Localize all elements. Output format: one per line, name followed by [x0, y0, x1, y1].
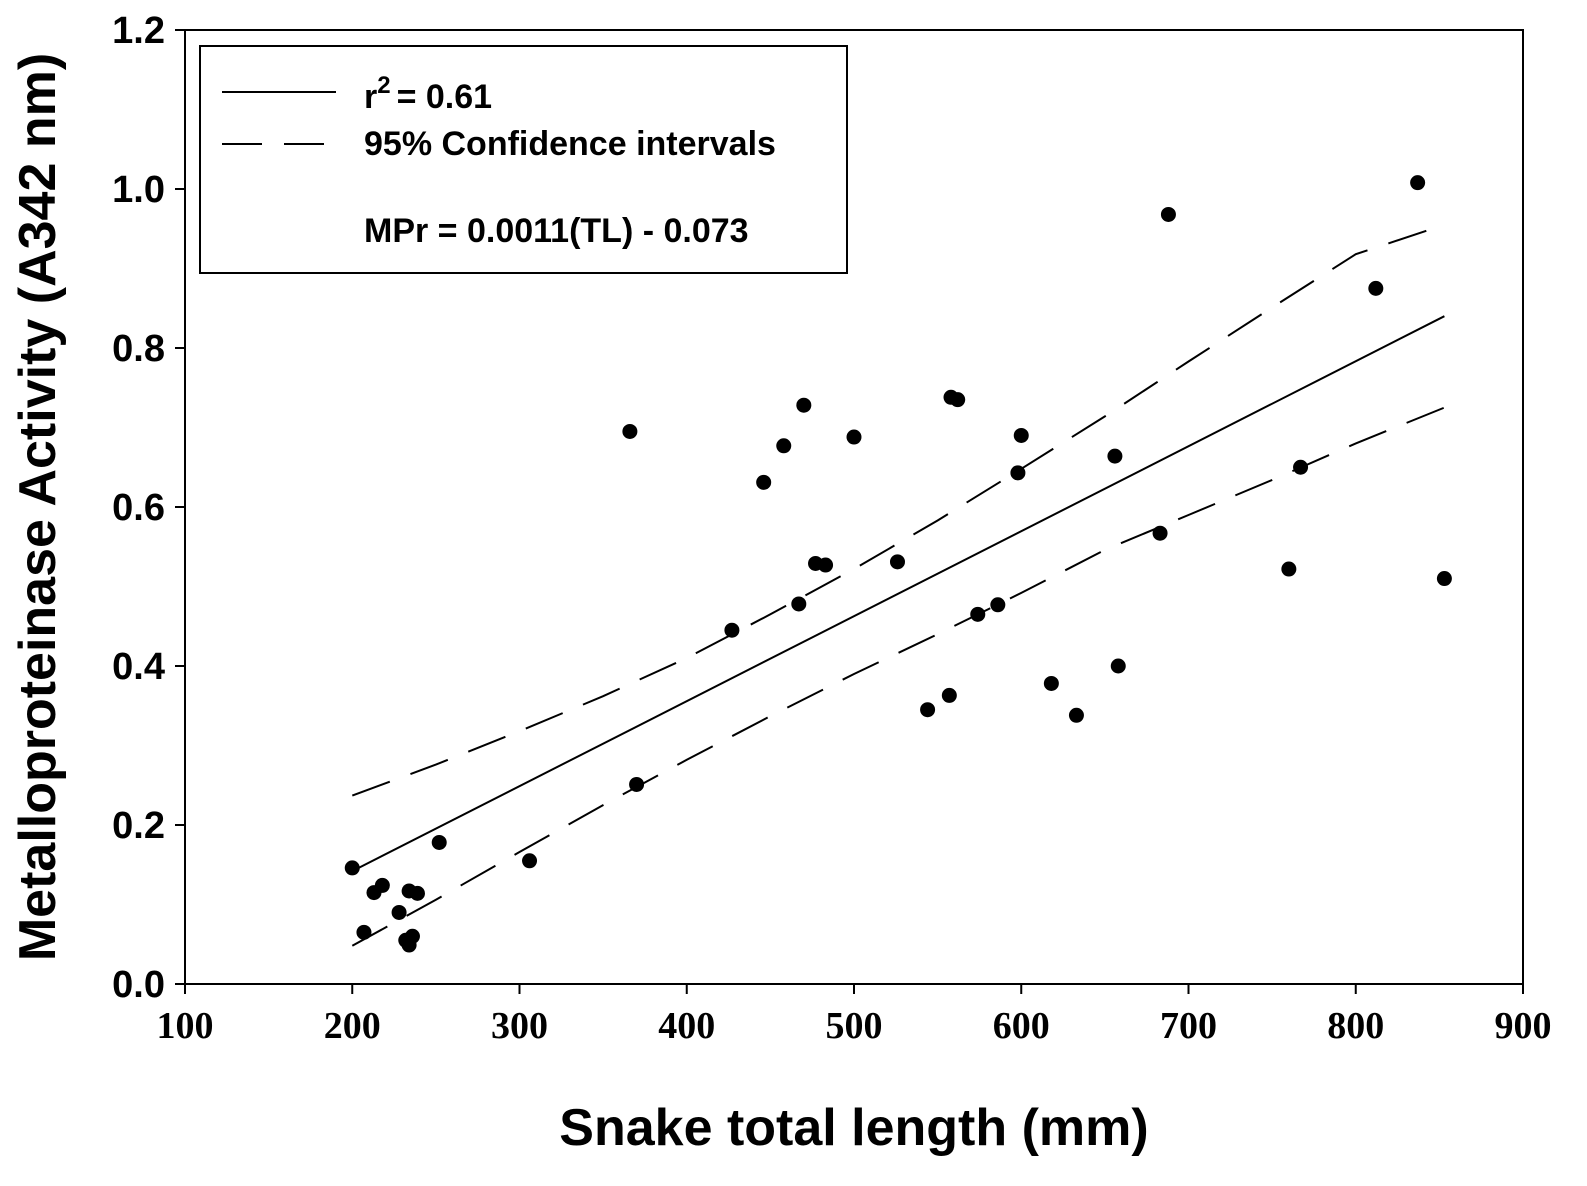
- y-tick-label: 0.0: [112, 964, 165, 1006]
- data-point: [1107, 448, 1123, 464]
- lower-confidence-line: [351, 406, 1445, 947]
- data-points: [344, 175, 1452, 953]
- data-point: [1410, 175, 1426, 191]
- data-point: [846, 429, 862, 445]
- data-point: [1152, 525, 1168, 541]
- data-point: [404, 928, 420, 944]
- legend-ci-label: 95% Confidence intervals: [364, 125, 776, 163]
- y-tick-label: 0.2: [112, 805, 165, 847]
- data-point: [1013, 427, 1029, 443]
- data-point: [920, 702, 936, 718]
- y-tick-label: 0.8: [112, 328, 165, 370]
- data-point: [1010, 465, 1026, 481]
- data-point: [409, 885, 425, 901]
- x-tick-label: 600: [993, 1005, 1050, 1047]
- data-point: [1293, 459, 1309, 475]
- data-point: [522, 853, 538, 869]
- data-point: [796, 397, 812, 413]
- data-point: [1160, 206, 1176, 222]
- x-tick-label: 400: [658, 1005, 715, 1047]
- data-point: [1110, 658, 1126, 674]
- data-point: [1436, 571, 1452, 587]
- data-point: [356, 924, 372, 940]
- x-tick-label: 300: [491, 1005, 548, 1047]
- legend-r2-label: r2 = 0.61: [364, 72, 492, 116]
- data-point: [776, 438, 792, 454]
- data-point: [970, 606, 986, 622]
- x-tick-label: 700: [1160, 1005, 1217, 1047]
- data-point: [622, 423, 638, 439]
- y-tick-label: 1.2: [112, 10, 165, 52]
- x-tick-label: 100: [157, 1005, 214, 1047]
- data-point: [889, 554, 905, 570]
- legend-r2-prefix: r: [364, 78, 377, 116]
- data-point: [1281, 561, 1297, 577]
- legend-box: [199, 45, 848, 274]
- data-point: [724, 622, 740, 638]
- upper-confidence-line: [351, 223, 1445, 797]
- data-point: [1068, 707, 1084, 723]
- data-point: [1043, 675, 1059, 691]
- y-tick-label: 0.6: [112, 487, 165, 529]
- data-point: [431, 834, 447, 850]
- y-axis-title: Metalloproteinase Activity (A342 nm): [9, 53, 67, 961]
- x-tick-label: 200: [324, 1005, 381, 1047]
- x-tick-label: 800: [1327, 1005, 1384, 1047]
- data-point: [391, 904, 407, 920]
- regression-line: [351, 315, 1445, 872]
- y-axis: 0.0 0.2 0.4 0.6 0.8 1.0 1.2: [112, 10, 185, 1006]
- x-tick-label: 500: [826, 1005, 883, 1047]
- y-tick-label: 1.0: [112, 169, 165, 211]
- fit-lines: [351, 223, 1445, 947]
- x-tick-label: 900: [1495, 1005, 1552, 1047]
- legend-r2-value: = 0.61: [397, 78, 492, 116]
- legend-equation: MPr = 0.0011(TL) - 0.073: [364, 212, 749, 250]
- x-axis: 100 200 300 400 500 600 700 800 900: [157, 984, 1552, 1047]
- data-point: [818, 557, 834, 573]
- data-point: [374, 877, 390, 893]
- legend-r2-superscript: 2: [377, 72, 390, 99]
- y-tick-label: 0.4: [112, 646, 165, 688]
- data-point: [941, 687, 957, 703]
- data-point: [791, 596, 807, 612]
- data-point: [950, 392, 966, 408]
- x-axis-title: Snake total length (mm): [559, 1099, 1148, 1157]
- legend: r2 = 0.61 95% Confidence intervals MPr = …: [199, 45, 848, 274]
- data-point: [756, 474, 772, 490]
- data-point: [1368, 280, 1384, 296]
- data-point: [344, 860, 360, 876]
- data-point: [629, 776, 645, 792]
- data-point: [990, 597, 1006, 613]
